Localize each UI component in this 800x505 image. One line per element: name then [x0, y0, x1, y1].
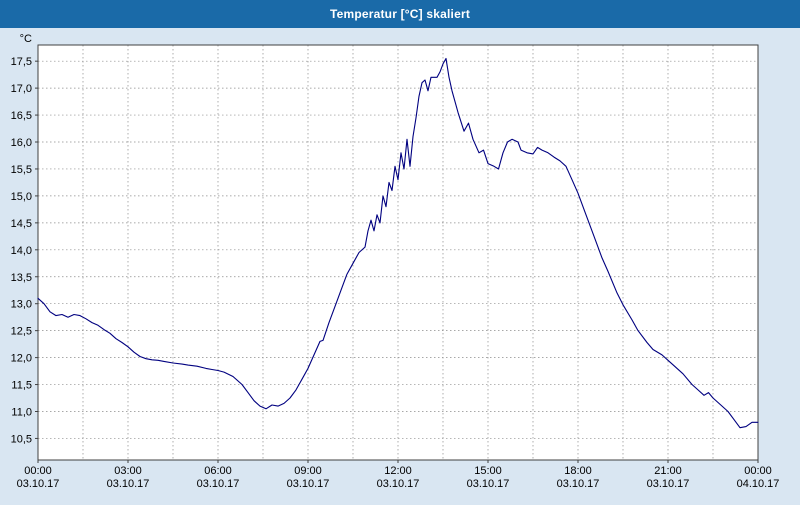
- y-tick-label: 16,0: [11, 137, 32, 149]
- x-tick-date-label: 03.10.17: [197, 478, 240, 490]
- y-tick-label: 17,0: [11, 83, 32, 95]
- y-tick-label: 11,0: [11, 406, 32, 418]
- x-tick-date-label: 04.10.17: [737, 478, 780, 490]
- y-tick-label: 13,5: [11, 272, 32, 284]
- chart-title-bar: Temperatur [°C] skaliert: [0, 0, 800, 28]
- y-tick-label: 17,5: [11, 56, 32, 68]
- y-axis-unit-label: °C: [20, 33, 32, 45]
- x-tick-time-label: 06:00: [204, 465, 232, 477]
- x-tick-date-label: 03.10.17: [17, 478, 60, 490]
- x-tick-time-label: 09:00: [294, 465, 322, 477]
- x-tick-date-label: 03.10.17: [287, 478, 330, 490]
- y-tick-label: 12,0: [11, 353, 32, 365]
- y-tick-label: 16,5: [11, 110, 32, 122]
- x-tick-time-label: 15:00: [474, 465, 502, 477]
- x-tick-time-label: 18:00: [564, 465, 592, 477]
- x-tick-time-label: 00:00: [744, 465, 772, 477]
- y-tick-label: 12,5: [11, 326, 32, 338]
- y-tick-label: 15,5: [11, 164, 32, 176]
- x-tick-date-label: 03.10.17: [377, 478, 420, 490]
- x-tick-date-label: 03.10.17: [647, 478, 690, 490]
- x-tick-time-label: 00:00: [24, 465, 52, 477]
- y-tick-label: 14,0: [11, 245, 32, 257]
- chart-title: Temperatur [°C] skaliert: [329, 7, 471, 21]
- y-tick-label: 10,5: [11, 433, 32, 445]
- y-tick-label: 15,0: [11, 191, 32, 203]
- x-tick-date-label: 03.10.17: [467, 478, 510, 490]
- x-tick-time-label: 03:00: [114, 465, 142, 477]
- chart-plot-wrapper: 10,5 11,0 11,5 12,0 12,5 13,0 13,5 14,0 14,5 15,0…: [0, 28, 800, 500]
- temperature-line-chart: 10,5 11,0 11,5 12,0 12,5 13,0 13,5 14,0 14,5 15,0…: [11, 33, 780, 490]
- y-tick-label: 13,0: [11, 299, 32, 311]
- x-tick-time-label: 12:00: [384, 465, 412, 477]
- y-tick-label: 11,5: [11, 380, 32, 392]
- y-tick-label: 14,5: [11, 218, 32, 230]
- x-tick-date-label: 03.10.17: [107, 478, 150, 490]
- temperature-series-line: [37, 57, 759, 429]
- x-tick-date-label: 03.10.17: [557, 478, 600, 490]
- x-tick-time-label: 21:00: [654, 465, 682, 477]
